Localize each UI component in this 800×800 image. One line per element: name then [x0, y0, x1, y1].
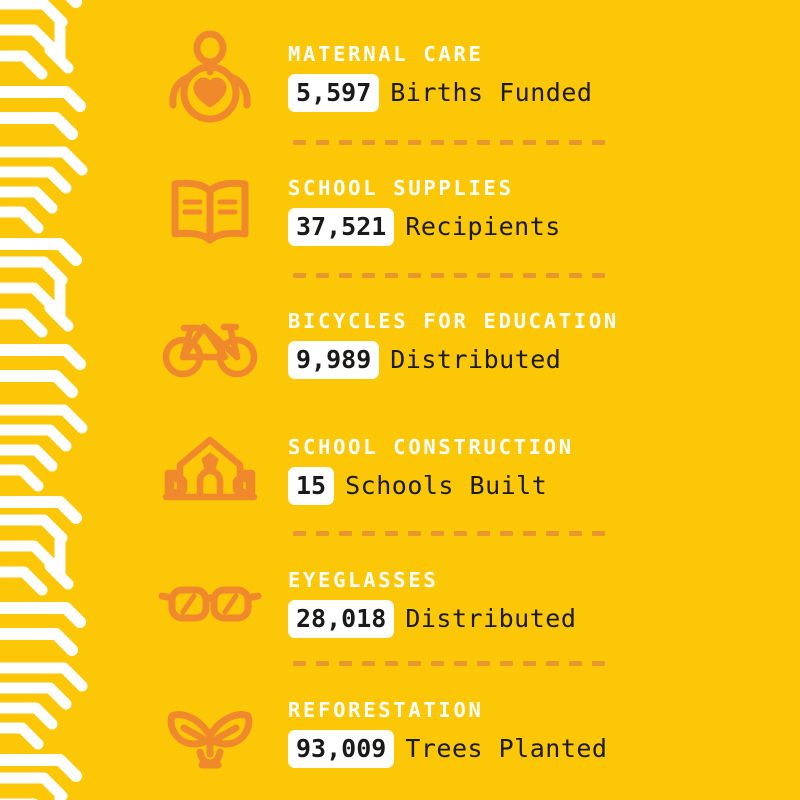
- stat-unit-label: Trees Planted: [405, 734, 608, 764]
- stat-unit-label: Recipients: [405, 212, 561, 242]
- stat-row-school-construction: SCHOOL CONSTRUCTION 15 Schools Built: [150, 419, 770, 523]
- stat-label: SCHOOL SUPPLIES: [288, 176, 514, 201]
- stat-unit-label: Births Funded: [390, 78, 593, 108]
- stat-value-line: 93,009 Trees Planted: [288, 729, 608, 768]
- stat-number-badge: 28,018: [288, 599, 395, 638]
- stat-value-line: 15 Schools Built: [288, 466, 574, 505]
- stat-number-badge: 5,597: [288, 73, 380, 112]
- dashed-separator: [293, 531, 613, 536]
- stat-text-maternal-care: MATERNAL CARE 5,597 Births Funded: [270, 44, 592, 112]
- stat-number-badge: 37,521: [288, 207, 395, 246]
- stat-text-school-construction: SCHOOL CONSTRUCTION 15 Schools Built: [270, 437, 574, 505]
- stat-number-badge: 93,009: [288, 729, 395, 768]
- stat-text-school-supplies: SCHOOL SUPPLIES 37,521 Recipients: [270, 178, 561, 246]
- stat-value-line: 28,018 Distributed: [288, 599, 577, 638]
- stat-row-maternal-care: MATERNAL CARE 5,597 Births Funded: [150, 26, 770, 130]
- stat-row-bicycles-for-education: BICYCLES FOR EDUCATION 9,989 Distributed: [150, 293, 770, 397]
- dashed-separator: [293, 273, 613, 278]
- stat-label: SCHOOL CONSTRUCTION: [288, 435, 574, 460]
- stat-unit-label: Distributed: [390, 345, 562, 375]
- seedling-icon: [150, 682, 270, 786]
- open-book-icon: [150, 160, 270, 264]
- maternal-care-icon: [150, 26, 270, 130]
- stat-row-eyeglasses: EYEGLASSES 28,018 Distributed: [150, 552, 770, 656]
- stat-text-eyeglasses: EYEGLASSES 28,018 Distributed: [270, 570, 576, 638]
- stat-text-reforestation: REFORESTATION 93,009 Trees Planted: [270, 700, 607, 768]
- stat-label: MATERNAL CARE: [288, 42, 484, 67]
- stat-unit-label: Distributed: [405, 604, 577, 634]
- stat-unit-label: Schools Built: [345, 471, 548, 501]
- bicycle-icon: [150, 293, 270, 397]
- stat-value-line: 5,597 Births Funded: [288, 73, 593, 112]
- stat-text-bicycles-for-education: BICYCLES FOR EDUCATION 9,989 Distributed: [270, 311, 619, 379]
- stat-row-school-supplies: SCHOOL SUPPLIES 37,521 Recipients: [150, 160, 770, 264]
- stat-label: EYEGLASSES: [288, 568, 439, 593]
- schoolhouse-icon: [150, 419, 270, 523]
- stat-value-line: 37,521 Recipients: [288, 207, 561, 246]
- stat-number-badge: 15: [288, 466, 335, 505]
- stat-value-line: 9,989 Distributed: [288, 340, 619, 379]
- stat-label: BICYCLES FOR EDUCATION: [288, 309, 619, 334]
- dashed-separator: [293, 140, 613, 145]
- stat-number-badge: 9,989: [288, 340, 380, 379]
- stat-label: REFORESTATION: [288, 698, 484, 723]
- dashed-separator: [293, 661, 613, 666]
- stat-row-reforestation: REFORESTATION 93,009 Trees Planted: [150, 682, 770, 786]
- eyeglasses-icon: [150, 552, 270, 656]
